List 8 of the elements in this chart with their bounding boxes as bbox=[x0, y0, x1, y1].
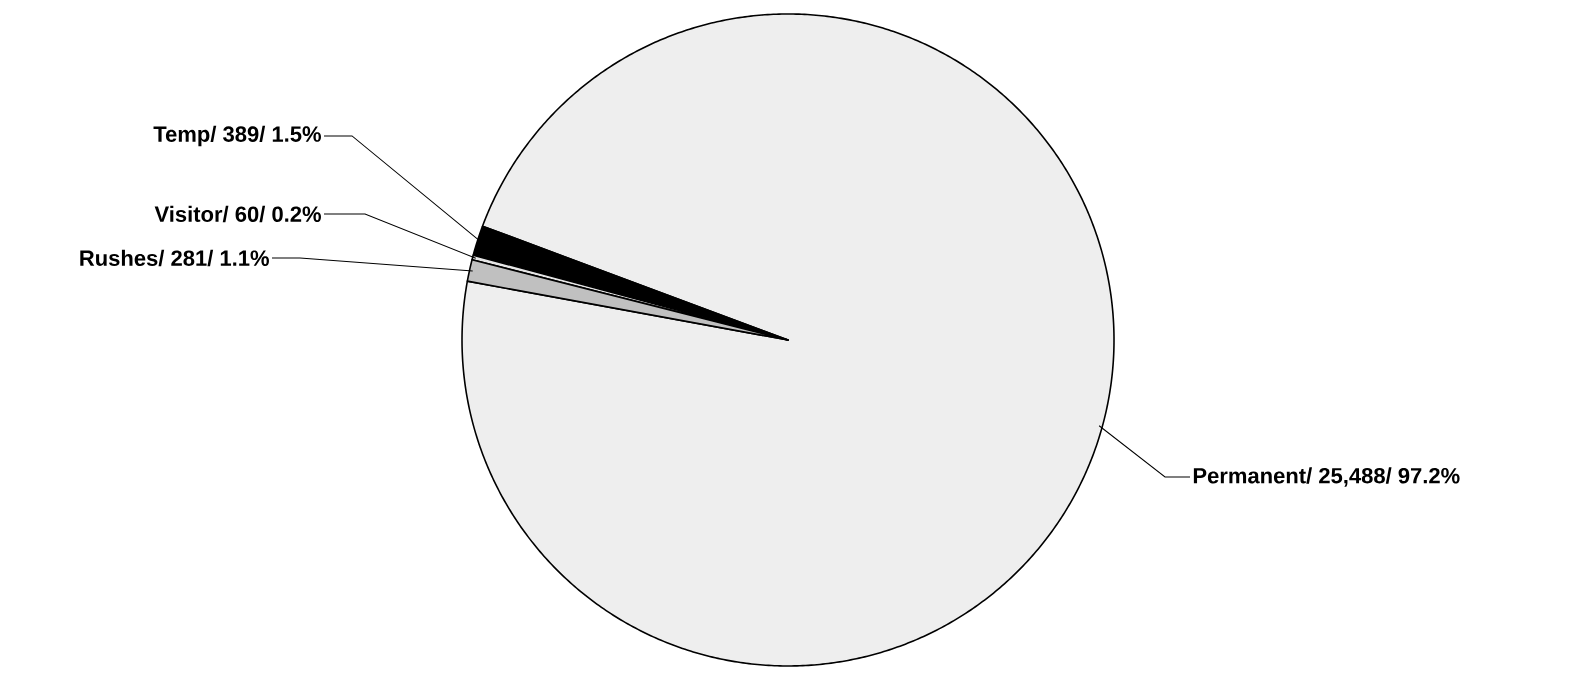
slice-label: Rushes/ bbox=[80, 249, 165, 267]
slice-label: Permanent/ bbox=[1193, 467, 1312, 484]
data-label: 389/ 1.5% bbox=[223, 125, 321, 143]
data-label: 281/ 1.1% bbox=[171, 249, 269, 267]
data-label: 25,488/ 97.2% bbox=[1319, 467, 1460, 487]
slice-label: Visitor/ bbox=[154, 205, 229, 223]
slice-label: Temp/ bbox=[153, 125, 217, 147]
data-label: 60/ 0.2% bbox=[235, 205, 321, 223]
